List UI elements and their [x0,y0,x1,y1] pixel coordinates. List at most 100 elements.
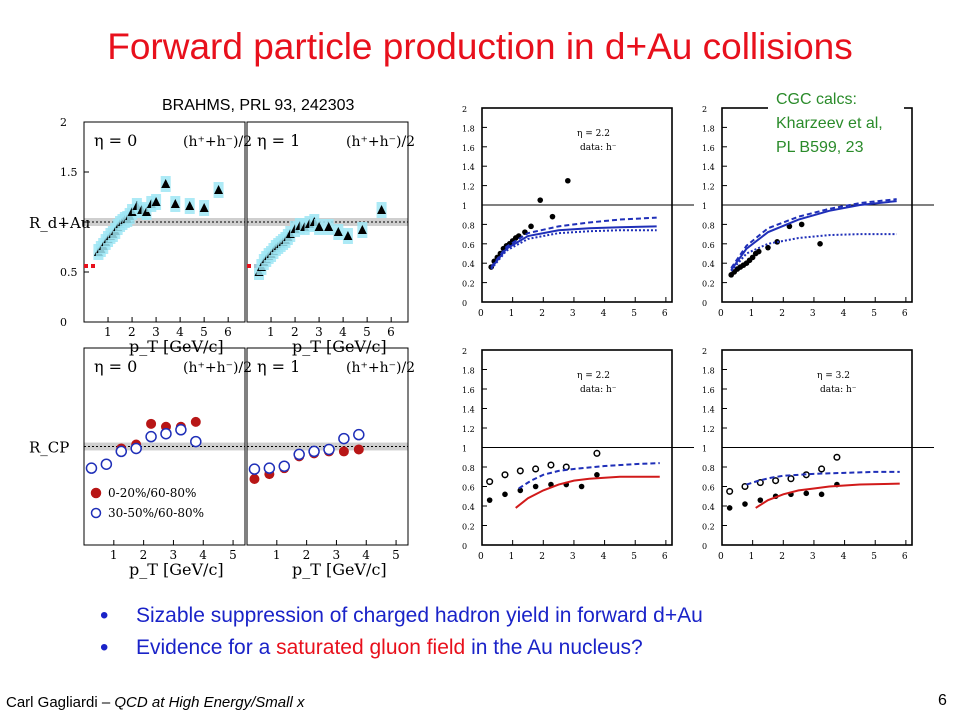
x-tick-label: 0 [478,309,484,319]
x-tick-label: 6 [902,309,908,319]
x-tick-label: 0 [478,552,484,562]
chart-panel-3: 1 2 3 4 5 p_T [GeV/c] R_CP η = 0 (h⁺+h⁻)/2 0-20%/… [29,347,252,579]
data-point [486,497,493,503]
x-tick-label: 4 [841,552,847,562]
data-point [742,501,748,507]
y-tick-label: 1.6 [702,386,715,395]
data-point [175,424,187,436]
x-tick-label: 2 [539,552,545,562]
x-tick-label: 5 [200,325,208,339]
x-tick-label: 6 [662,309,668,319]
bullet-text-highlight: saturated gluon field [276,636,466,659]
data-point [185,201,195,210]
x-axis-label: p_T [GeV/c] [129,337,224,356]
x-tick-label: 1 [509,309,515,319]
x-tick-label: 4 [601,552,607,562]
x-tick-label: 4 [601,309,607,319]
data-point [324,222,334,231]
data-point [549,213,556,220]
y-tick-label: 0.6 [702,484,715,493]
y-tick-label: 2 [702,105,707,114]
data-point [726,487,734,495]
data-point [248,463,261,475]
data-point [377,205,387,214]
y-axis-label: R_CP [29,439,69,457]
y-tick-label: 1 [702,202,707,211]
data-point [161,179,171,188]
bullet-item-1: Sizable suppression of charged hadron yi… [100,602,703,630]
y-tick-label: 0.6 [702,241,715,250]
theory-curve [730,200,897,271]
y-tick-label: 0 [60,316,67,329]
y-tick-label: 1 [702,445,707,454]
x-tick-label: 6 [662,552,668,562]
y-axis-label: R_d+Au [29,214,91,232]
x-tick-label: 3 [570,309,576,319]
y-tick-label: 1.4 [702,163,715,172]
data-point [333,227,343,236]
plot-frame [83,347,246,546]
footer-author: Carl Gagliardi [6,694,98,711]
theory-curve [490,225,657,269]
y-tick-label: 1.6 [462,144,475,153]
footer-talk-title: QCD at High Energy/Small x [114,694,305,711]
data-point [308,445,320,458]
plots-canvas: 1 2 3 4 5 600.511.52p_T [GeV/c]R_d+Auη = 0 (h⁺… [29,105,934,579]
x-tick-label: 2 [140,548,148,562]
data-point [338,432,350,445]
x-tick-label: 3 [152,325,160,339]
x-tick-label: 0 [718,309,724,319]
data-point [502,491,508,498]
x-tick-label: 5 [229,548,237,562]
y-tick-label: 0.2 [462,280,475,289]
x-tick-label: 2 [291,325,299,339]
data-point [130,442,142,455]
bullet-text-pre: Evidence for a [136,636,277,659]
data-point [817,241,823,247]
y-tick-label: 2 [462,347,467,356]
data-label: data: h⁻ [580,385,617,395]
y-tick-label: 1.2 [702,425,715,434]
cgc-line-3: PL B599, 23 [776,139,864,156]
y-tick-label: 1.4 [462,406,475,415]
footer: Carl Gagliardi – QCD at High Energy/Smal… [6,694,304,711]
data-point [353,444,364,455]
eta-label: η = 2.2 [577,371,610,381]
y-tick-label: 1.6 [702,144,715,153]
x-tick-label: 5 [631,309,637,319]
x-tick-label: 3 [332,548,340,562]
data-point [115,445,128,458]
y-tick-label: 0.8 [702,464,715,473]
eta-label: η = 3.2 [817,371,850,381]
data-label: data: h⁻ [820,385,857,395]
legend-label: (h⁺+h⁻)/2 [346,134,415,150]
y-tick-label: 1.2 [702,183,715,192]
data-point [547,461,555,469]
eta-label: η = 1 [257,131,300,150]
data-point [593,449,601,457]
data-point [516,467,524,475]
cgc-line-1: CGC calcs: [776,91,857,108]
legend-entry: 30-50%/60-80% [108,506,204,520]
data-point [757,497,764,503]
theory-curve [490,229,657,270]
eta-label: η = 2.2 [577,129,610,139]
chart-panel-7: 0 1 2 3 4 5 6 0 0.2 0.4 0.6 0.8 1 1.2 1.4 1.6 1.8 2 η = 2.… [462,347,694,562]
y-tick-label: 0 [462,542,467,551]
bullet-text-post: in the Au nucleus? [465,636,643,659]
data-point [803,490,810,497]
y-tick-label: 2 [702,347,707,356]
legend-label: (h⁺+h⁻)/2 [183,360,252,376]
y-tick-label: 1 [60,216,67,229]
y-tick-label: 0.8 [462,464,475,473]
x-tick-label: 4 [176,325,184,339]
data-label: data: h⁻ [580,143,617,153]
y-tick-label: 1.2 [462,183,475,192]
bullet-list: Sizable suppression of charged hadron yi… [100,602,703,668]
theory-curve [515,475,660,509]
eta-label: η = 0 [94,131,137,150]
x-tick-label: 2 [303,548,311,562]
data-point [357,225,367,234]
data-point [170,199,180,208]
x-tick-label: 5 [871,309,877,319]
